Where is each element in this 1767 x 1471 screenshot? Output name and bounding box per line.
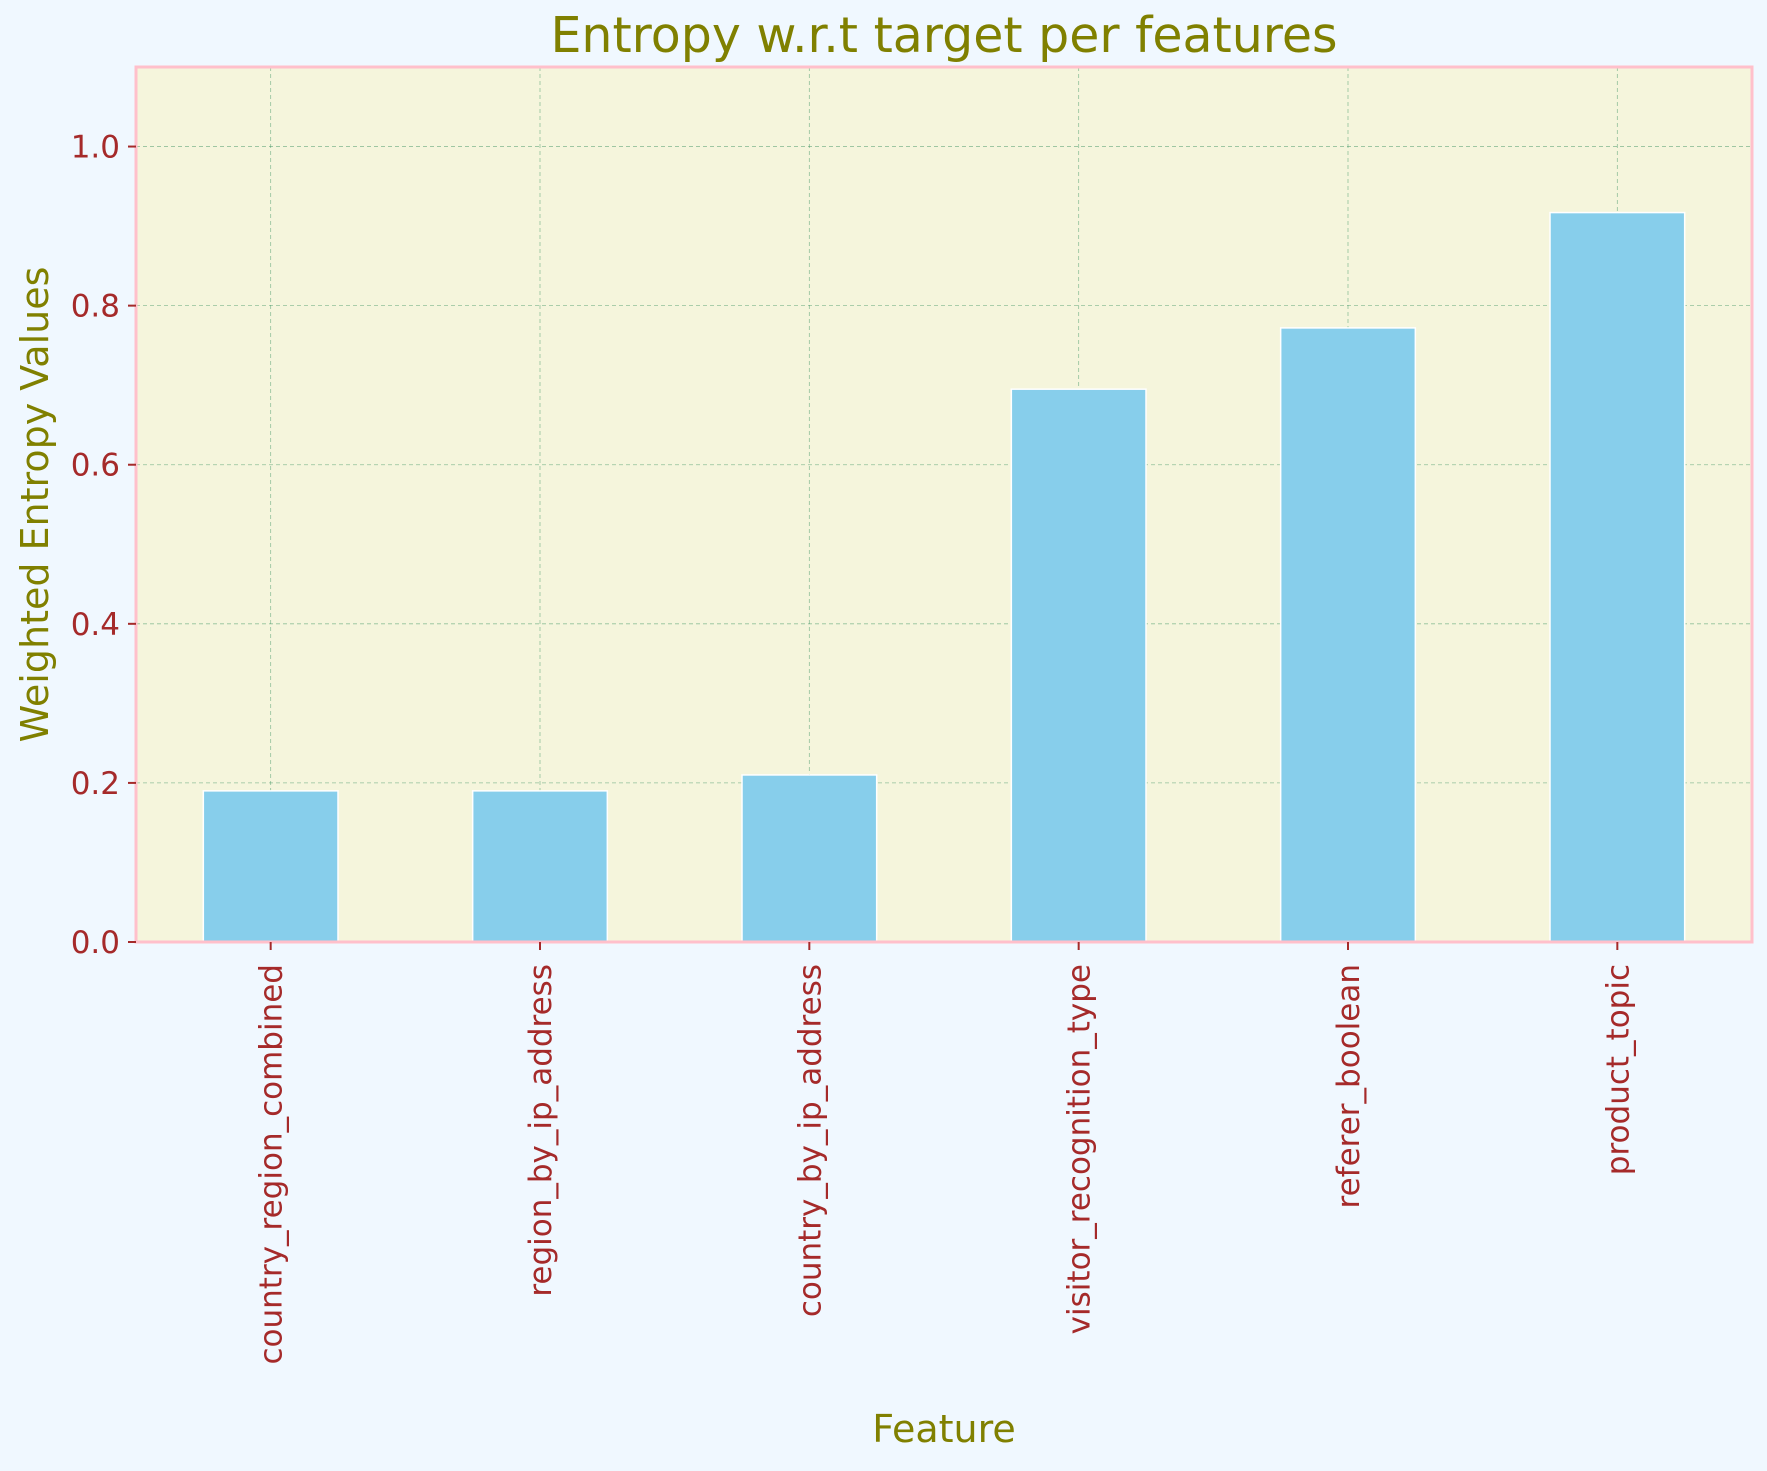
plot-background [136, 67, 1752, 942]
plot-frame [134, 65, 1754, 944]
y-tick-label: 0.0 [71, 925, 120, 961]
bar-country-region-combined [202, 790, 339, 943]
x-tick-label: product_topic [1600, 964, 1636, 1175]
bar-referer-boolean [1279, 327, 1417, 943]
y-tick-label: 0.8 [71, 289, 120, 325]
x-axis-label: Feature [872, 1407, 1016, 1451]
x-tick-label: country_by_ip_address [792, 964, 828, 1317]
y-tick-label: 0.6 [71, 448, 120, 484]
x-tick-label: country_region_combined [254, 964, 290, 1365]
axis-ticks: 0.0 0.2 0.4 0.6 0.8 1.0 country_region_combine… [71, 130, 1637, 1365]
bar-region-by-ip-address [471, 790, 609, 943]
y-tick-label: 0.2 [71, 766, 120, 802]
bar-visitor-recognition-type [1010, 388, 1147, 943]
x-tick-label: referer_boolean [1331, 964, 1367, 1208]
x-tick-label: region_by_ip_address [523, 964, 559, 1297]
y-tick-label: 0.4 [71, 607, 120, 643]
y-tick-label: 1.0 [71, 130, 120, 166]
bar-product-topic [1549, 211, 1686, 943]
chart-title: Entropy w.r.t target per features [550, 7, 1337, 64]
y-axis-label: Weighted Entropy Values [13, 267, 57, 743]
bar-country-by-ip-address [741, 774, 878, 943]
x-tick-label: visitor_recognition_type [1062, 964, 1098, 1334]
